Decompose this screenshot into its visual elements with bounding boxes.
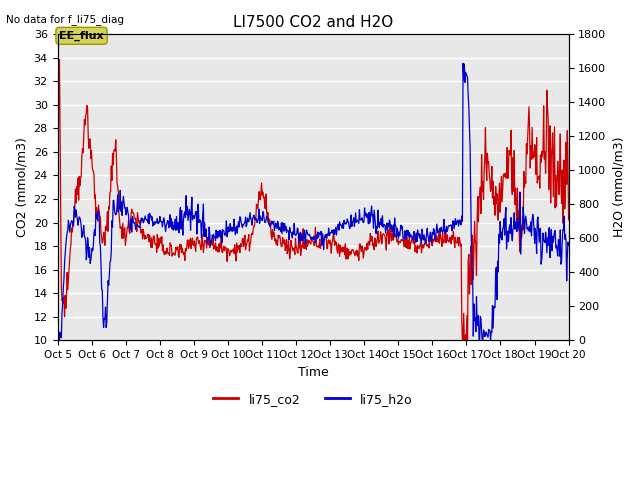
li75_h2o — [476, 337, 483, 343]
Text: No data for f_li75_diag: No data for f_li75_diag — [6, 14, 124, 25]
Line: li75_co2: li75_co2 — [58, 60, 568, 340]
Y-axis label: H2O (mmol/m3): H2O (mmol/m3) — [612, 137, 625, 238]
X-axis label: Time: Time — [298, 366, 328, 379]
li75_h2o — [364, 214, 372, 220]
li75_co2 — [56, 57, 63, 62]
li75_co2 — [442, 240, 450, 246]
li75_h2o — [380, 224, 387, 230]
li75_co2 — [495, 193, 502, 199]
Line: li75_h2o: li75_h2o — [58, 63, 568, 340]
li75_h2o — [460, 60, 467, 66]
li75_co2 — [365, 239, 372, 244]
li75_co2 — [86, 137, 93, 143]
Title: LI7500 CO2 and H2O: LI7500 CO2 and H2O — [233, 15, 393, 30]
li75_h2o — [351, 223, 358, 229]
li75_co2 — [459, 337, 467, 343]
li75_h2o — [495, 231, 502, 237]
li75_co2 — [351, 253, 359, 259]
Text: EE_flux: EE_flux — [60, 31, 104, 41]
li75_h2o — [54, 332, 61, 338]
li75_co2 — [54, 220, 61, 226]
li75_h2o — [564, 242, 572, 248]
Legend: li75_co2, li75_h2o: li75_co2, li75_h2o — [209, 388, 418, 411]
Y-axis label: CO2 (mmol/m3): CO2 (mmol/m3) — [15, 137, 28, 237]
li75_h2o — [85, 254, 93, 260]
li75_h2o — [442, 227, 449, 233]
li75_co2 — [380, 231, 388, 237]
li75_co2 — [564, 217, 572, 223]
